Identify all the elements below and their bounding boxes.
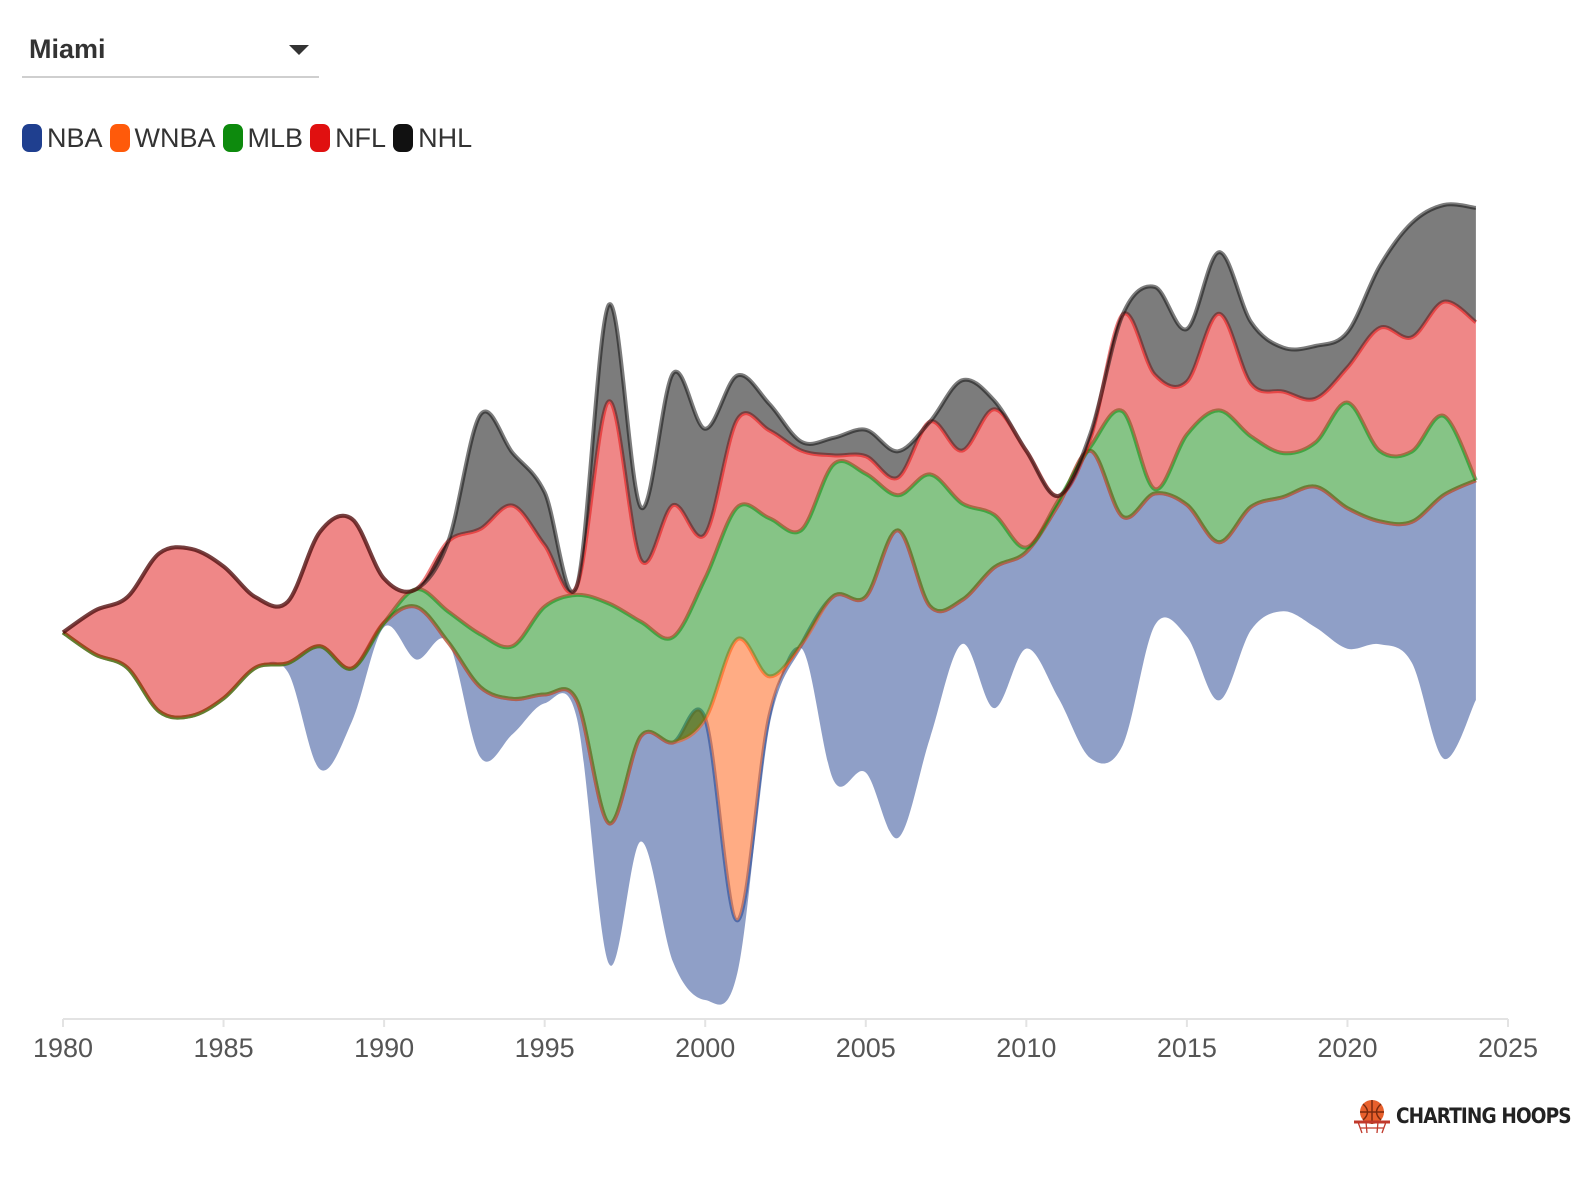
legend-swatch: [310, 124, 331, 152]
legend-swatch: [393, 124, 414, 152]
x-tick-label: 2010: [996, 1033, 1056, 1063]
stream-area-mlb[interactable]: [63, 402, 1476, 824]
city-select-dropdown[interactable]: Miami: [22, 26, 319, 78]
legend-label: WNBA: [134, 122, 216, 153]
x-tick-label: 2000: [675, 1033, 735, 1063]
chart-legend: NBA WNBA MLB NFL NHL: [22, 120, 479, 156]
legend-label: NHL: [418, 122, 473, 153]
x-tick-label: 2005: [836, 1033, 896, 1063]
stream-area-nfl[interactable]: [63, 301, 1476, 718]
legend-item-nhl[interactable]: NHL: [393, 123, 472, 154]
legend-label: NBA: [47, 122, 103, 153]
x-tick-label: 1985: [194, 1033, 254, 1063]
brand-logo: CHARTING HOOPS: [1352, 1098, 1588, 1134]
brand-name: CHARTING HOOPS: [1396, 1104, 1572, 1128]
legend-label: MLB: [247, 122, 304, 153]
x-tick-label: 2025: [1478, 1033, 1538, 1063]
basketball-hoop-logo-icon: [1354, 1100, 1390, 1134]
x-tick-label: 2020: [1317, 1033, 1377, 1063]
x-tick-label: 1995: [515, 1033, 575, 1063]
x-tick-label: 1990: [354, 1033, 414, 1063]
legend-item-nfl[interactable]: NFL: [310, 123, 386, 154]
legend-label: NFL: [335, 122, 387, 153]
stream-area-nba[interactable]: [63, 450, 1476, 1005]
legend-item-mlb[interactable]: MLB: [222, 122, 304, 154]
legend-swatch: [222, 124, 243, 152]
x-tick-label: 2015: [1157, 1033, 1217, 1063]
legend-swatch: [109, 124, 130, 152]
stream-outline-nhl: [61, 202, 1477, 635]
stream-area-wnba[interactable]: [63, 450, 1476, 921]
legend-swatch: [22, 124, 42, 152]
caret-down-icon: [289, 45, 309, 55]
legend-item-nba[interactable]: NBA: [22, 123, 103, 154]
legend-item-wnba[interactable]: WNBA: [109, 122, 216, 154]
x-tick-label: 1980: [33, 1033, 93, 1063]
stream-area-nhl[interactable]: [63, 204, 1476, 633]
city-select-value: Miami: [29, 34, 106, 64]
